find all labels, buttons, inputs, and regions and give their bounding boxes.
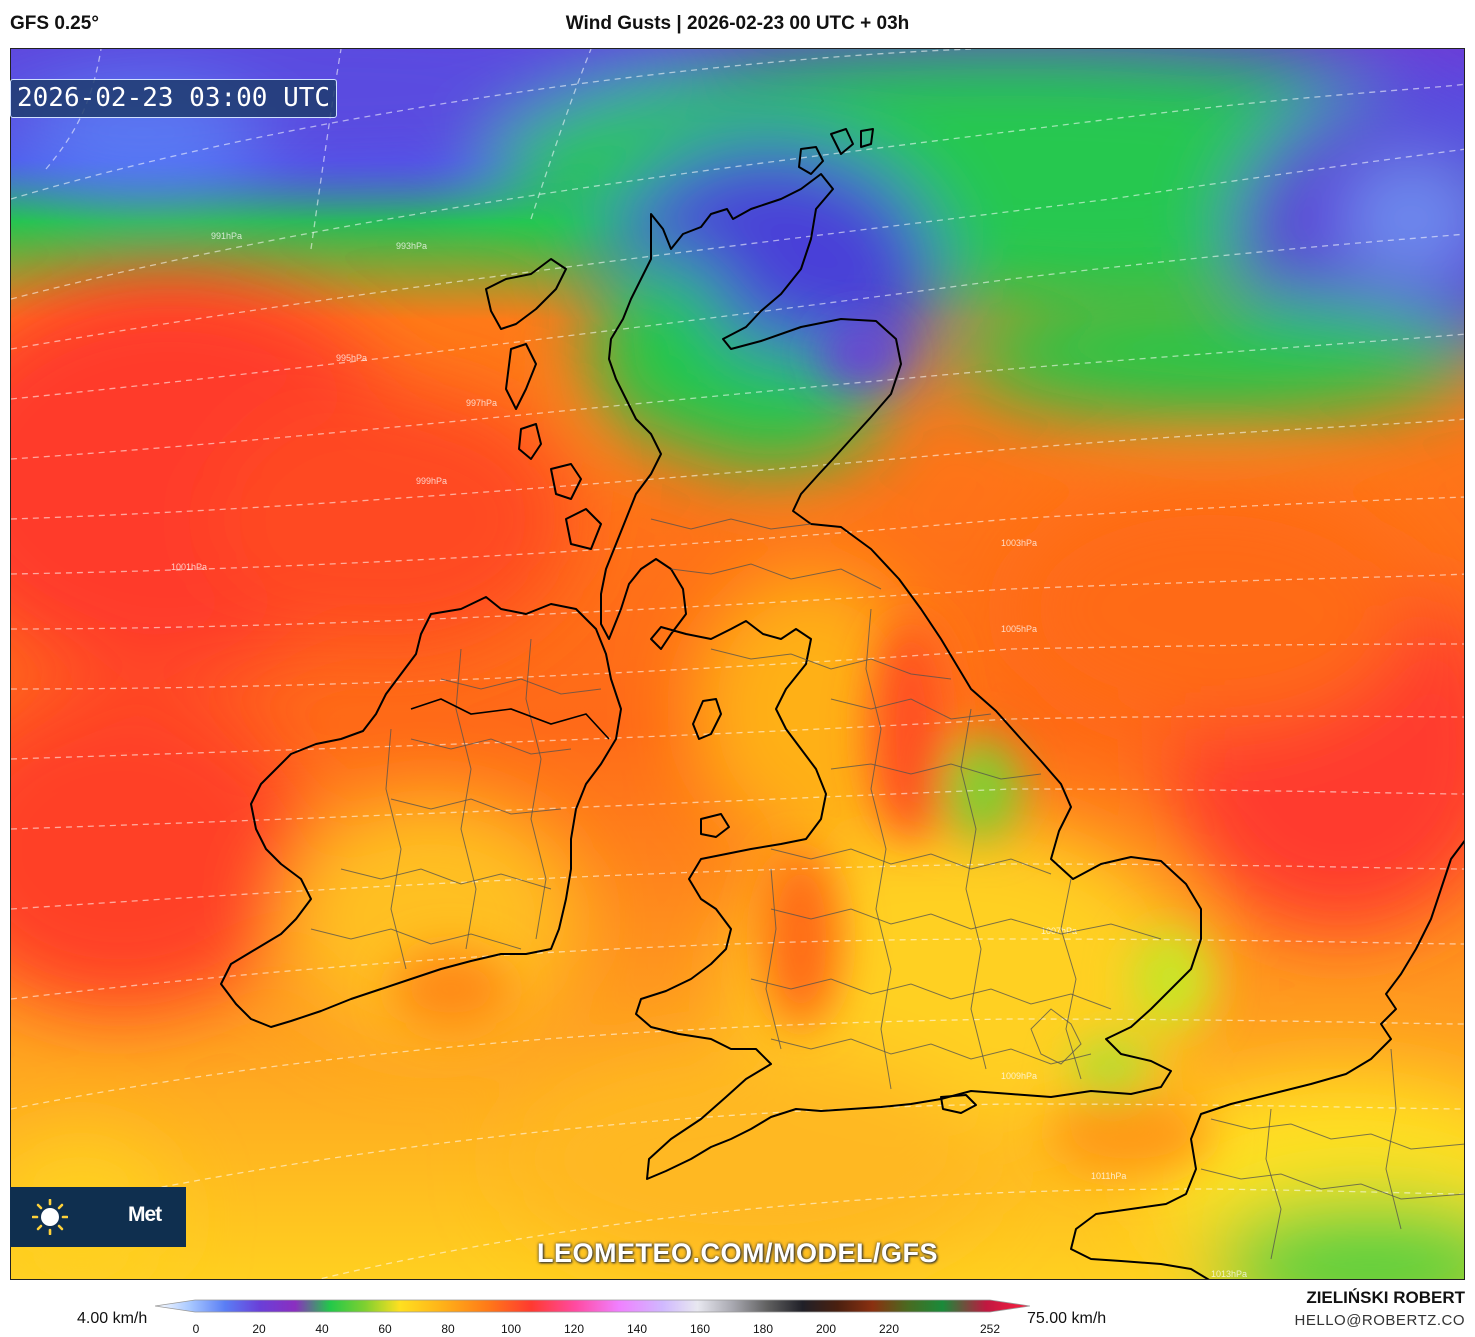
svg-text:991hPa: 991hPa bbox=[211, 231, 242, 241]
colorbar-tick: 220 bbox=[878, 1322, 900, 1336]
svg-text:1009hPa: 1009hPa bbox=[1001, 1071, 1037, 1081]
svg-text:997hPa: 997hPa bbox=[466, 398, 497, 408]
valid-time-label: 2026-02-23 03:00 UTC bbox=[10, 79, 338, 118]
wind-gust-map[interactable]: 991hPa 993hPa 995hPa 997hPa 999hPa 1001h… bbox=[10, 48, 1465, 1280]
coastlines bbox=[220, 128, 1464, 1279]
colorbar-tick: 120 bbox=[563, 1322, 585, 1336]
colorbar-max-label: 75.00 km/h bbox=[1027, 1310, 1107, 1327]
svg-text:995hPa: 995hPa bbox=[336, 353, 367, 363]
coastline-ireland bbox=[220, 596, 622, 1028]
author-credit: ZIELIŃSKI ROBERT bbox=[1306, 1288, 1465, 1307]
colorbar-tick: 100 bbox=[500, 1322, 522, 1336]
map-canvas: 991hPa 993hPa 995hPa 997hPa 999hPa 1001h… bbox=[11, 49, 1464, 1279]
colorbar-tick: 80 bbox=[441, 1322, 455, 1336]
svg-text:1001hPa: 1001hPa bbox=[171, 562, 207, 572]
colorbar-ticks: 0 20 40 60 80 100 120 140 160 180 200 22… bbox=[0, 1322, 1475, 1337]
svg-text:1013hPa: 1013hPa bbox=[1211, 1269, 1247, 1279]
svg-text:1007hPa: 1007hPa bbox=[1041, 926, 1077, 936]
svg-text:1011hPa: 1011hPa bbox=[1091, 1171, 1126, 1181]
colorbar-tick: 40 bbox=[315, 1322, 329, 1336]
svg-text:999hPa: 999hPa bbox=[416, 476, 447, 486]
ni-border bbox=[410, 698, 610, 740]
colorbar-tick: 140 bbox=[626, 1322, 648, 1336]
colorbar-tick: 60 bbox=[378, 1322, 392, 1336]
colorbar bbox=[155, 1299, 1030, 1313]
gust-field-detail bbox=[391, 324, 1211, 1174]
coastline-continent bbox=[1070, 840, 1464, 1279]
colorbar-tick: 0 bbox=[192, 1322, 200, 1336]
svg-text:1003hPa: 1003hPa bbox=[1001, 538, 1037, 548]
svg-text:993hPa: 993hPa bbox=[396, 241, 427, 251]
author-email[interactable]: HELLO@ROBERTZ.CO bbox=[1294, 1312, 1465, 1329]
model-label: GFS 0.25° bbox=[10, 13, 99, 34]
colorbar-tick: 160 bbox=[689, 1322, 711, 1336]
logo-text: Met bbox=[128, 1203, 162, 1226]
colorbar-tick: 180 bbox=[752, 1322, 774, 1336]
coastline-great-britain bbox=[600, 173, 1202, 1180]
colorbar-tick: 200 bbox=[815, 1322, 837, 1336]
chart-title: Wind Gusts | 2026-02-23 00 UTC + 03h bbox=[565, 13, 910, 34]
colorbar-tick: 20 bbox=[252, 1322, 266, 1336]
sun-icon bbox=[32, 1199, 68, 1235]
admin-boundaries bbox=[310, 518, 1464, 1260]
svg-text:1005hPa: 1005hPa bbox=[1001, 624, 1037, 634]
leometeo-logo[interactable]: Met bbox=[10, 1187, 186, 1247]
coastline-isle-of-man bbox=[692, 698, 722, 740]
isobar-labels: 991hPa 993hPa 995hPa 997hPa 999hPa 1001h… bbox=[171, 231, 1247, 1279]
source-watermark: LEOMETEO.COM/MODEL/GFS bbox=[537, 1238, 938, 1268]
colorbar-tick: 252 bbox=[979, 1322, 1001, 1336]
colorbar-min-label: 4.00 km/h bbox=[77, 1310, 148, 1327]
